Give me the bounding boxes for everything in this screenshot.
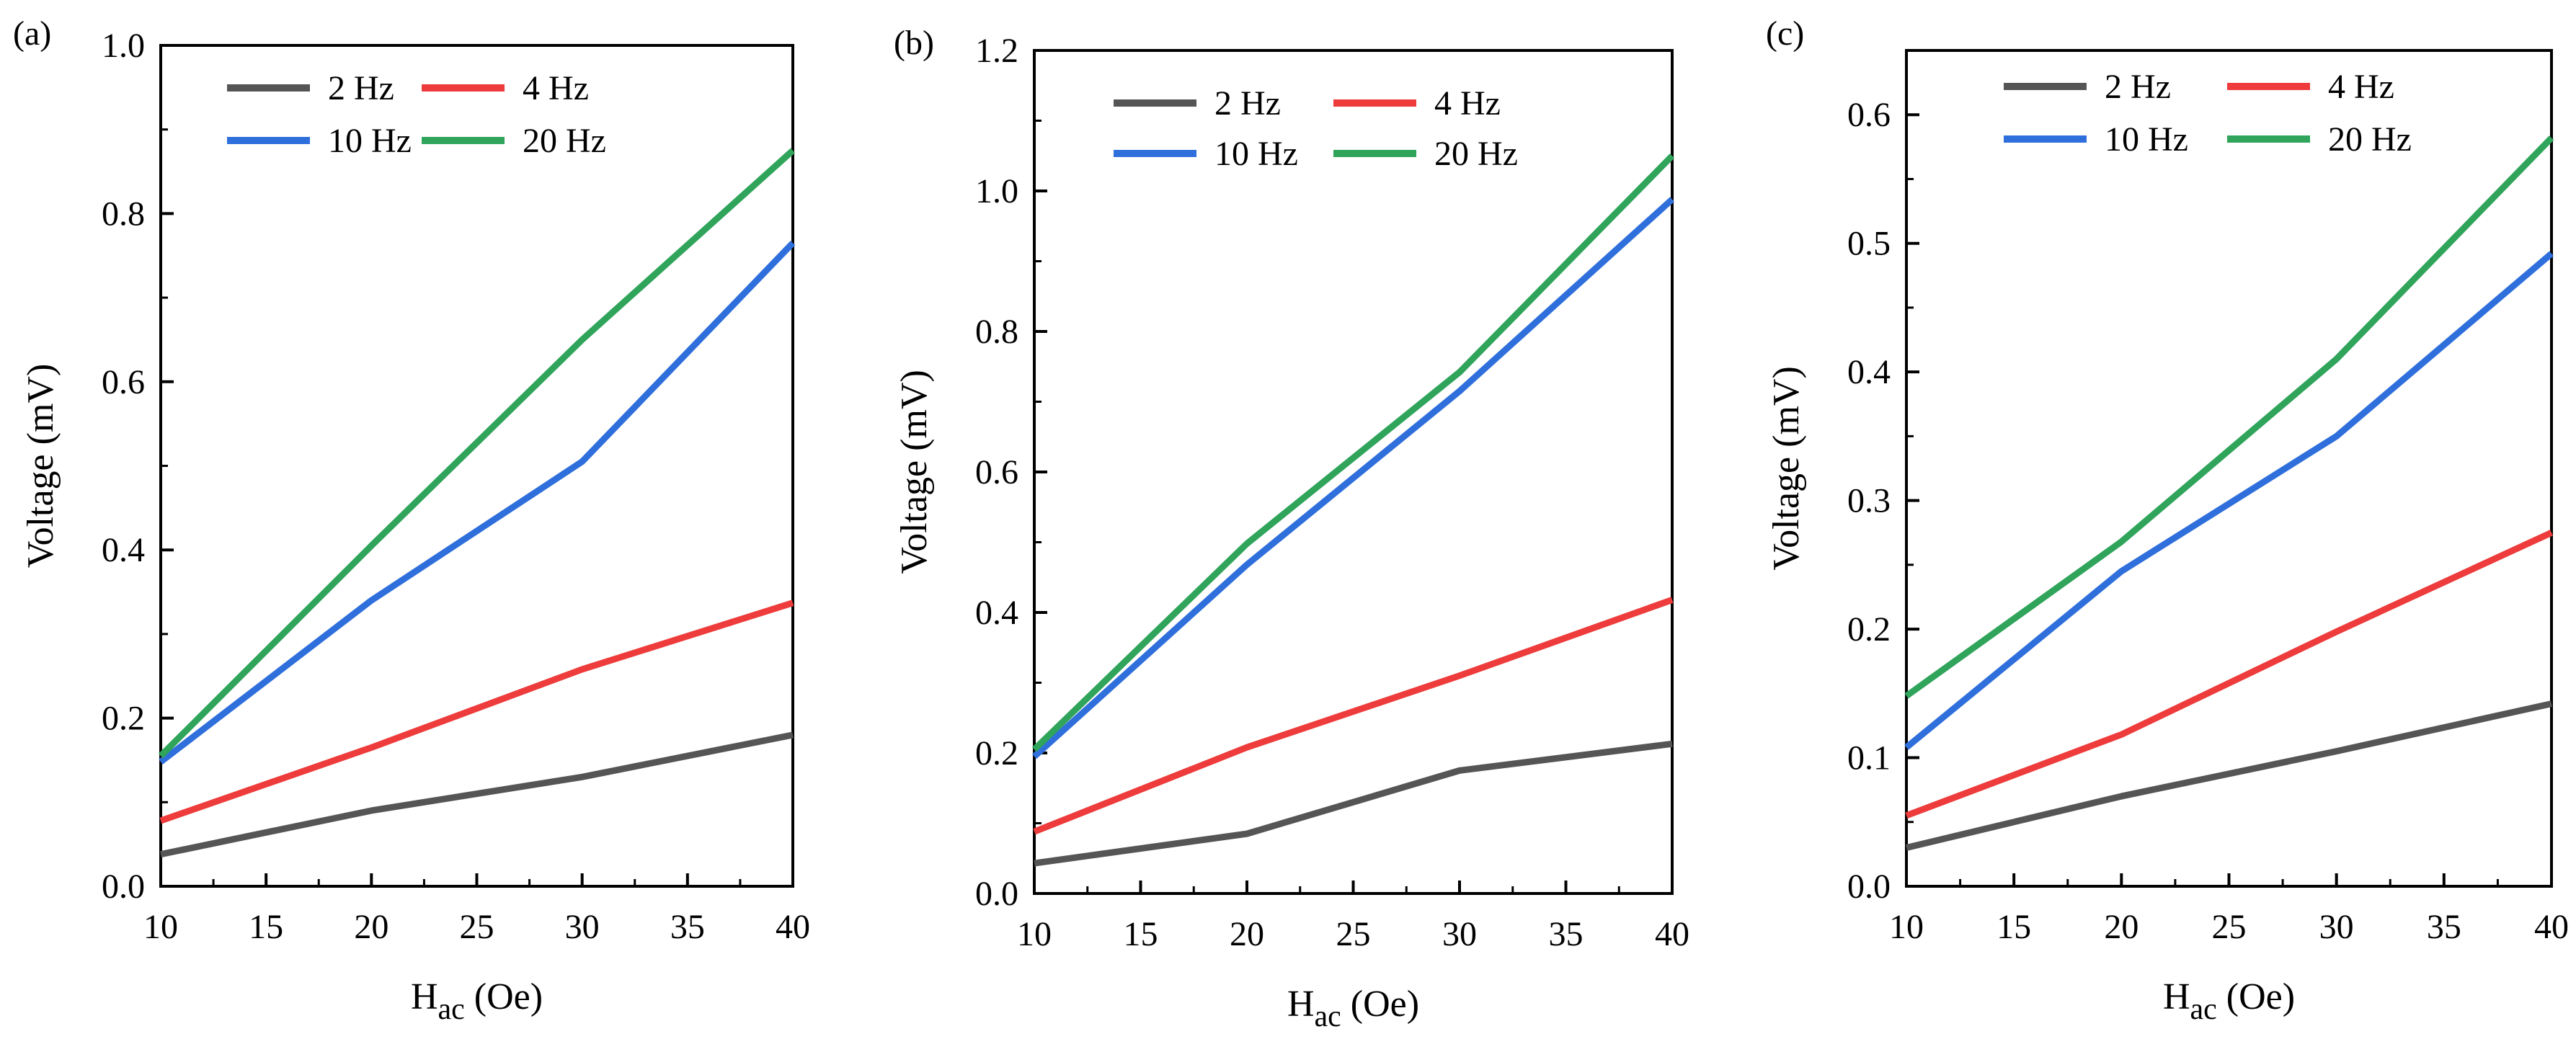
legend-label-20-hz: 20 Hz — [1434, 135, 1518, 173]
x-tick-label: 35 — [670, 908, 705, 946]
y-tick-label: 0.6 — [1847, 96, 1891, 134]
legend-label-2-hz: 2 Hz — [2105, 68, 2171, 106]
series-line-2-hz — [161, 735, 793, 855]
y-tick-label: 0.4 — [1847, 353, 1891, 391]
x-tick-label: 20 — [354, 908, 388, 946]
y-tick-label: 0.3 — [1847, 482, 1891, 520]
x-tick-label: 25 — [460, 908, 494, 946]
x-axis-label: Hac (Oe) — [1287, 984, 1419, 1033]
panel-label: (a) — [13, 14, 51, 53]
x-tick-label: 30 — [565, 908, 600, 946]
panel-a: (a) 0.0 0.2 0.4 0.6 0.8 1.0 10 15 20 25 30 35 40 Hac (… — [13, 14, 810, 1026]
y-tick-label: 0.2 — [975, 734, 1018, 772]
legend-label-10-hz: 10 Hz — [328, 122, 412, 160]
panel-b: (b) 0.0 0.2 0.4 0.6 0.8 1.0 1.2 10 15 20 25 30 35 40 Ha… — [894, 24, 1689, 1033]
legend-label-2-hz: 2 Hz — [328, 69, 394, 107]
x-tick-label: 15 — [1124, 915, 1158, 953]
x-tick-label: 30 — [1442, 915, 1477, 953]
y-tick-label: 1.2 — [975, 32, 1018, 70]
y-tick-label: 0.1 — [1847, 739, 1891, 777]
x-tick-label: 40 — [776, 908, 810, 946]
x-tick-label: 20 — [1230, 915, 1264, 953]
y-axis-label: Voltage (mV) — [894, 370, 935, 574]
panel-c: (c) 0.0 0.1 0.2 0.3 0.4 0.5 0.6 10 15 20 25 30 35 40 Ha… — [1766, 14, 2569, 1026]
y-tick-label: 0.4 — [102, 531, 145, 569]
legend-label-4-hz: 4 Hz — [2328, 68, 2394, 106]
x-tick-label: 35 — [1549, 915, 1584, 953]
y-tick-label: 0.6 — [102, 363, 145, 401]
y-axis-label: Voltage (mV) — [1766, 366, 1807, 571]
y-tick-label: 0.0 — [1847, 868, 1891, 906]
x-tick-label: 20 — [2104, 908, 2138, 946]
y-axis-label: Voltage (mV) — [20, 364, 61, 569]
series-line-10-hz — [1034, 200, 1672, 757]
plot-frame — [1034, 50, 1672, 893]
panel-label: (b) — [894, 24, 934, 62]
y-tick-label: 0.8 — [975, 313, 1018, 351]
y-tick-label: 0.2 — [1847, 610, 1891, 648]
legend-label-2-hz: 2 Hz — [1214, 84, 1281, 122]
series-line-4-hz — [1034, 599, 1672, 832]
legend-label-20-hz: 20 Hz — [523, 122, 606, 160]
legend-label-20-hz: 20 Hz — [2328, 120, 2412, 159]
legend-label-4-hz: 4 Hz — [523, 69, 589, 107]
legend-label-10-hz: 10 Hz — [2105, 120, 2188, 159]
plot-frame — [1906, 50, 2551, 886]
x-tick-label: 35 — [2427, 908, 2461, 946]
y-tick-label: 0.4 — [975, 594, 1018, 632]
y-tick-label: 0.5 — [1847, 225, 1891, 263]
plot-frame — [161, 45, 793, 886]
x-tick-label: 30 — [2319, 908, 2354, 946]
x-tick-label: 10 — [143, 908, 178, 946]
y-tick-label: 0.8 — [102, 195, 145, 233]
x-tick-label: 10 — [1017, 915, 1052, 953]
panel-label: (c) — [1766, 14, 1804, 53]
y-tick-label: 0.0 — [975, 875, 1018, 913]
series-line-4-hz — [161, 603, 793, 821]
x-tick-label: 25 — [1336, 915, 1371, 953]
x-axis-label: Hac (Oe) — [411, 976, 543, 1026]
y-tick-label: 1.0 — [102, 27, 145, 65]
series-line-10-hz — [161, 243, 793, 762]
x-tick-label: 40 — [2534, 908, 2569, 946]
legend-label-4-hz: 4 Hz — [1434, 84, 1501, 122]
series-line-20-hz — [161, 151, 793, 756]
x-tick-label: 25 — [2212, 908, 2247, 946]
series-line-10-hz — [1906, 254, 2551, 747]
series-line-2-hz — [1034, 744, 1672, 863]
series-line-20-hz — [1034, 156, 1672, 749]
legend-label-10-hz: 10 Hz — [1214, 135, 1298, 173]
y-tick-label: 1.0 — [975, 172, 1018, 210]
x-tick-label: 15 — [249, 908, 283, 946]
y-tick-label: 0.2 — [102, 700, 145, 738]
x-tick-label: 10 — [1889, 908, 1924, 946]
x-axis-label: Hac (Oe) — [2163, 976, 2295, 1026]
series-line-20-hz — [1906, 138, 2551, 696]
y-tick-label: 0.6 — [975, 453, 1018, 491]
x-tick-label: 15 — [1997, 908, 2031, 946]
y-tick-label: 0.0 — [102, 868, 145, 906]
x-tick-label: 40 — [1655, 915, 1689, 953]
